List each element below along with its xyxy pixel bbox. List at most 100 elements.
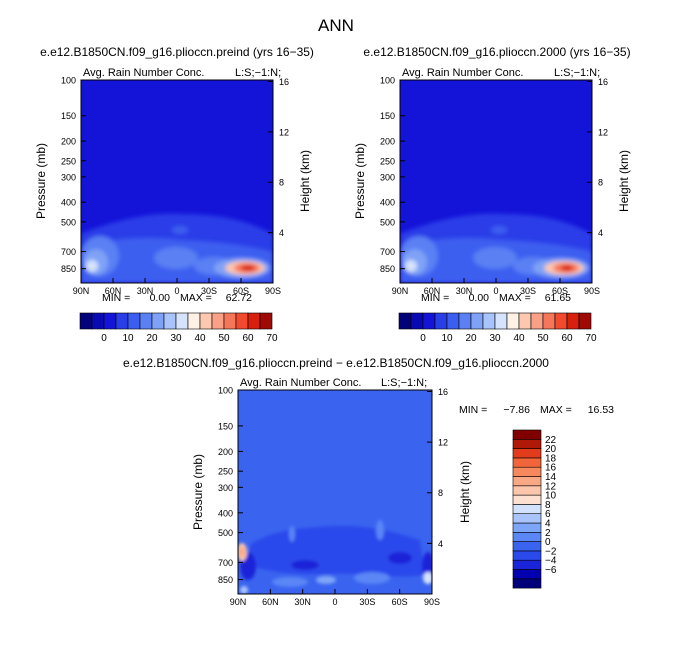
y-axis-label: Pressure (mb)	[353, 143, 367, 219]
y-tick-label: 700	[61, 247, 76, 257]
colorbar-label: 12	[545, 481, 557, 492]
contour-fill	[405, 260, 417, 272]
colorbar-swatch	[446, 312, 460, 330]
y2-ticks: 16 12 8 4	[427, 387, 448, 549]
colorbar-label: −4	[545, 556, 557, 567]
colorbar-label: 70	[585, 333, 597, 344]
corner-label: L:S;−1:N;	[554, 67, 600, 79]
contour-fill	[491, 226, 507, 234]
contour-fill	[154, 247, 198, 269]
colorbar-swatch	[410, 312, 424, 330]
colorbar-label: 30	[170, 333, 182, 344]
x-tick-label: 60S	[392, 597, 408, 607]
min-value: 0.00	[150, 292, 171, 304]
x-tick-label: 30S	[201, 286, 217, 296]
colorbar-swatch	[512, 494, 542, 505]
contour-fill	[473, 247, 517, 269]
colorbar-swatch	[554, 312, 568, 330]
max-value: 61.65	[545, 292, 571, 304]
contour-fill	[289, 526, 295, 542]
colorbar-label: 8	[545, 500, 551, 511]
y2-axis-label: Height (km)	[298, 150, 312, 212]
y-tick-label: 150	[61, 111, 76, 121]
y-tick-label: 200	[61, 137, 76, 147]
x-tick-label: 60N	[424, 286, 441, 296]
x-tick-label: 90N	[392, 286, 409, 296]
panel-2000: e.e12.B1850CN.f09_g16.plioccn.2000 (yrs …	[353, 45, 631, 344]
colorbar-label: 40	[194, 333, 206, 344]
max-value: 62.72	[226, 292, 252, 304]
y-tick-label: 100	[218, 386, 233, 396]
y-tick-label: 100	[61, 76, 76, 86]
y-tick-label: 200	[380, 137, 395, 147]
colorbar-label: 60	[242, 333, 254, 344]
x-tick-label: 90S	[424, 597, 440, 607]
contour-fill	[376, 520, 384, 540]
contour-fill	[241, 265, 255, 271]
colorbar-label: 0	[420, 333, 426, 344]
x-tick-label: 60N	[105, 286, 122, 296]
y-tick-label: 400	[380, 198, 395, 208]
colorbar-label: 22	[545, 435, 557, 446]
colorbar-swatch	[434, 312, 448, 330]
y-ticks: 100 150 200 250 300 400 500 700 850	[61, 76, 86, 274]
colorbar-swatch	[223, 312, 237, 330]
colorbar-swatch	[512, 578, 542, 589]
panel-difference: e.e12.B1850CN.f09_g16.plioccn.preind − e…	[123, 356, 614, 607]
colorbar-label: 4	[545, 519, 551, 530]
colorbar-label: 18	[545, 453, 557, 464]
y-tick-label: 250	[218, 467, 233, 477]
panel-title: e.e12.B1850CN.f09_g16.plioccn.preind − e…	[123, 356, 549, 370]
colorbar-swatch	[151, 312, 165, 330]
min-value: 0.00	[469, 292, 490, 304]
y-tick-label: 700	[380, 247, 395, 257]
y2-axis-label: Height (km)	[617, 150, 631, 212]
y-tick-label: 850	[218, 575, 233, 585]
colorbar-swatch	[566, 312, 580, 330]
colorbar-swatch	[127, 312, 141, 330]
min-label: MIN =	[102, 292, 130, 304]
colorbar-label: 10	[441, 333, 453, 344]
y-tick-label: 850	[61, 264, 76, 274]
x-ticks: 90N 60N 30N 0 30S 60S 90S	[73, 278, 281, 296]
min-value: −7.86	[503, 404, 530, 416]
colorbar-swatch	[512, 476, 542, 487]
y2-ticks: 16 12 8 4	[268, 77, 289, 238]
colorbar-swatch	[199, 312, 213, 330]
max-label: MAX =	[499, 292, 531, 304]
y-tick-label: 500	[218, 528, 233, 538]
colorbar-swatch	[578, 312, 592, 330]
y-ticks: 100 150 200 250 300 400 500 700 850	[380, 76, 405, 274]
colorbar-label: 50	[218, 333, 230, 344]
colorbar-swatch	[103, 312, 117, 330]
y-tick-label: 700	[218, 558, 233, 568]
contour-fill	[86, 260, 98, 272]
y-tick-label: 400	[61, 198, 76, 208]
colorbar-swatch	[512, 513, 542, 524]
colorbar-swatch	[512, 438, 542, 449]
colorbar-swatch	[512, 569, 542, 580]
colorbar-label: 40	[513, 333, 525, 344]
colorbar-swatch	[139, 312, 153, 330]
colorbar-swatch	[422, 312, 436, 330]
y-tick-label: 500	[380, 217, 395, 227]
max-label: MAX =	[180, 292, 212, 304]
y2-tick-label: 4	[438, 539, 443, 549]
x-tick-label: 0	[332, 597, 337, 607]
y-tick-label: 300	[61, 172, 76, 182]
corner-label: L:S;−1:N;	[235, 67, 281, 79]
x-tick-label: 90S	[265, 286, 281, 296]
y2-tick-label: 16	[279, 77, 289, 87]
panel-subtitle: Avg. Rain Number Conc.	[240, 377, 361, 389]
panel-title: e.e12.B1850CN.f09_g16.plioccn.2000 (yrs …	[363, 45, 630, 59]
x-tick-label: 30N	[294, 597, 311, 607]
y-tick-label: 850	[380, 264, 395, 274]
contour-fill	[423, 572, 432, 584]
x-tick-label: 90S	[584, 286, 600, 296]
colorbar-swatch	[470, 312, 484, 330]
colorbar-label: 2	[545, 528, 551, 539]
panel-subtitle: Avg. Rain Number Conc.	[83, 67, 204, 79]
colorbar: 0 10 20 30 40 50 60 70	[398, 312, 597, 344]
y2-axis-label: Height (km)	[458, 461, 472, 523]
